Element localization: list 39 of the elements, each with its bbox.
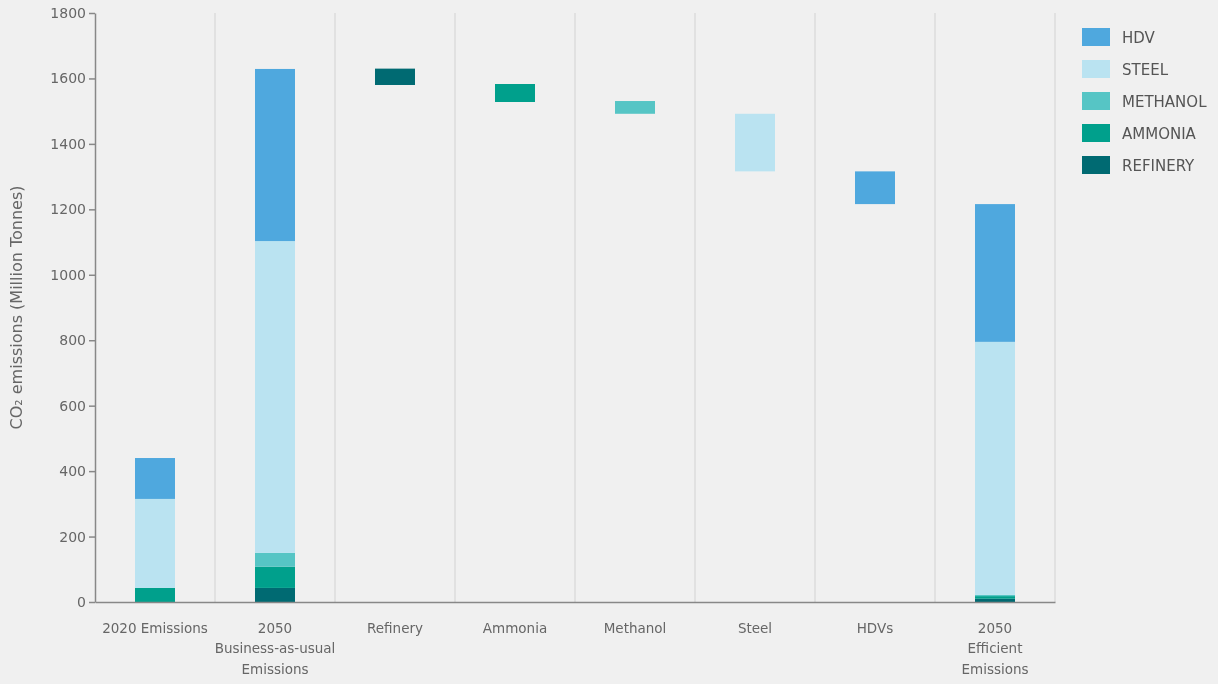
bar (135, 498, 175, 588)
x-tick-label: Methanol (603, 620, 667, 636)
y-tick-label: 400 (59, 463, 86, 480)
x-tick-label: Ammonia (482, 620, 548, 636)
bar (735, 113, 775, 172)
y-tick-label: 1400 (50, 135, 86, 152)
bar (975, 204, 1015, 342)
y-tick-label: 800 (59, 332, 86, 349)
y-tick-label: 1000 (50, 266, 86, 283)
bar (255, 587, 295, 602)
y-tick-label: 1800 (50, 4, 86, 21)
y-tick-label: 1200 (50, 201, 86, 218)
y-axis-title: CO₂ emissions (Million Tonnes) (7, 185, 26, 430)
bar (495, 84, 535, 102)
bar (975, 341, 1015, 595)
bar (615, 101, 655, 114)
x-tick-label: HDVs (856, 620, 894, 636)
x-tick-label: 2050 Efficient Emissions (961, 620, 1029, 677)
legend-label: REFINERY (1122, 157, 1196, 175)
bar (255, 566, 295, 588)
legend-label: HDV (1122, 29, 1156, 47)
x-tick-label: 2020 Emissions (102, 620, 208, 636)
y-tick-label: 0 (77, 593, 86, 610)
legend-label: STEEL (1122, 61, 1169, 79)
legend-label: AMMONIA (1122, 125, 1197, 143)
y-tick-label: 1600 (50, 70, 86, 87)
x-tick-label: 2050 Business-as-usual Emissions (214, 620, 336, 677)
bar (375, 68, 415, 85)
x-tick-label: Steel (737, 620, 773, 636)
bar (255, 241, 295, 553)
bar (255, 552, 295, 567)
legend-label: METHANOL (1122, 93, 1208, 111)
bar (255, 68, 295, 242)
bar (135, 587, 175, 602)
y-tick-label: 200 (59, 528, 86, 545)
y-tick-label: 600 (59, 397, 86, 414)
bar (135, 458, 175, 499)
x-tick-label: Refinery (367, 620, 423, 636)
bar (855, 171, 895, 205)
